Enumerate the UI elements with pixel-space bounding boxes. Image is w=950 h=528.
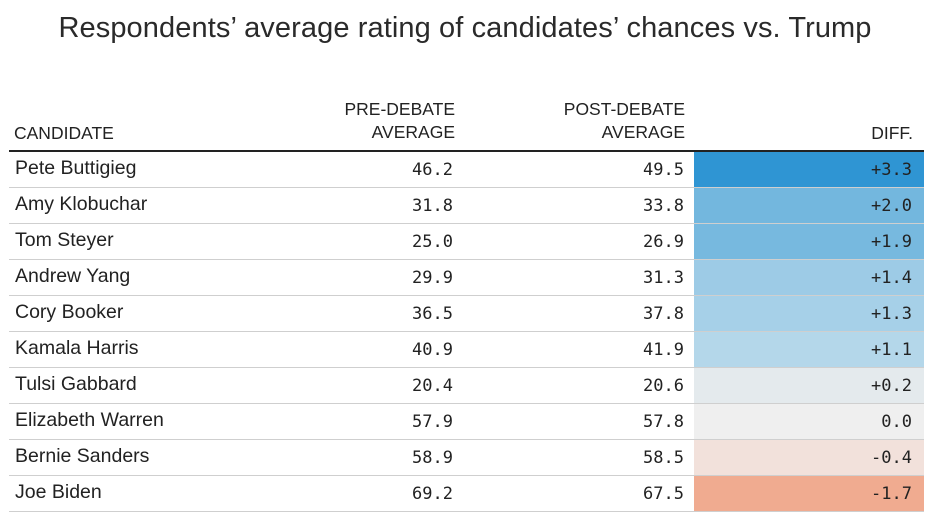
header-pre-debate-line2: AVERAGE [371, 122, 455, 142]
diff-cell: -0.4 [694, 440, 924, 475]
candidate-name: Kamala Harris [15, 337, 139, 359]
pre-debate-value: 20.4 [412, 376, 453, 396]
pre-debate-value: 40.9 [412, 340, 453, 360]
diff-value: +1.3 [871, 304, 912, 324]
diff-value: +0.2 [871, 376, 912, 396]
diff-value: +3.3 [871, 160, 912, 180]
candidate-name: Tulsi Gabbard [15, 373, 137, 395]
pre-debate-value: 58.9 [412, 448, 453, 468]
header-pre-debate-line1: PRE-DEBATE [344, 99, 455, 119]
table-row: Amy Klobuchar 31.8 33.8 +2.0 [9, 188, 924, 224]
table-row: Joe Biden 69.2 67.5 -1.7 [9, 476, 924, 512]
diff-cell: +0.2 [694, 368, 924, 403]
candidate-name: Cory Booker [15, 301, 124, 323]
candidate-name: Joe Biden [15, 481, 102, 503]
header-pre-debate: PRE-DEBATE AVERAGE [300, 98, 455, 144]
table-row: Tulsi Gabbard 20.4 20.6 +0.2 [9, 368, 924, 404]
diff-value: -1.7 [871, 484, 912, 504]
header-post-debate-line1: POST-DEBATE [563, 99, 685, 119]
header-candidate: CANDIDATE [14, 123, 114, 143]
post-debate-value: 37.8 [643, 304, 684, 324]
pre-debate-value: 31.8 [412, 196, 453, 216]
candidate-name: Bernie Sanders [15, 445, 150, 467]
candidate-name: Tom Steyer [15, 229, 114, 251]
diff-value: +2.0 [871, 196, 912, 216]
diff-cell: +3.3 [694, 152, 924, 187]
table-body: Pete Buttigieg 46.2 49.5 +3.3 Amy Klobuchar 3… [9, 152, 924, 512]
post-debate-value: 67.5 [643, 484, 684, 504]
header-diff: DIFF. [871, 123, 913, 143]
post-debate-value: 49.5 [643, 160, 684, 180]
diff-cell: 0.0 [694, 404, 924, 439]
post-debate-value: 41.9 [643, 340, 684, 360]
candidate-name: Andrew Yang [15, 265, 131, 287]
diff-value: +1.4 [871, 268, 912, 288]
candidate-name: Amy Klobuchar [15, 193, 148, 215]
post-debate-value: 57.8 [643, 412, 684, 432]
pre-debate-value: 69.2 [412, 484, 453, 504]
diff-cell: -1.7 [694, 476, 924, 511]
diff-cell: +1.1 [694, 332, 924, 367]
table-row: Kamala Harris 40.9 41.9 +1.1 [9, 332, 924, 368]
pre-debate-value: 25.0 [412, 232, 453, 252]
diff-value: 0.0 [881, 412, 912, 432]
candidate-name: Elizabeth Warren [15, 409, 164, 431]
diff-cell: +1.3 [694, 296, 924, 331]
diff-cell: +1.9 [694, 224, 924, 259]
table-row: Elizabeth Warren 57.9 57.8 0.0 [9, 404, 924, 440]
diff-value: +1.9 [871, 232, 912, 252]
pre-debate-value: 57.9 [412, 412, 453, 432]
diff-cell: +2.0 [694, 188, 924, 223]
diff-value: +1.1 [871, 340, 912, 360]
post-debate-value: 58.5 [643, 448, 684, 468]
table-row: Pete Buttigieg 46.2 49.5 +3.3 [9, 152, 924, 188]
chart-title: Respondents’ average rating of candidate… [58, 12, 872, 44]
post-debate-value: 31.3 [643, 268, 684, 288]
post-debate-value: 33.8 [643, 196, 684, 216]
header-rule [9, 150, 924, 152]
post-debate-value: 26.9 [643, 232, 684, 252]
pre-debate-value: 36.5 [412, 304, 453, 324]
table-row: Cory Booker 36.5 37.8 +1.3 [9, 296, 924, 332]
pre-debate-value: 29.9 [412, 268, 453, 288]
diff-cell: +1.4 [694, 260, 924, 295]
header-post-debate-line2: AVERAGE [601, 122, 685, 142]
candidate-name: Pete Buttigieg [15, 157, 137, 179]
table-row: Andrew Yang 29.9 31.3 +1.4 [9, 260, 924, 296]
table-row: Tom Steyer 25.0 26.9 +1.9 [9, 224, 924, 260]
diff-value: -0.4 [871, 448, 912, 468]
post-debate-value: 20.6 [643, 376, 684, 396]
table-row: Bernie Sanders 58.9 58.5 -0.4 [9, 440, 924, 476]
header-post-debate: POST-DEBATE AVERAGE [530, 98, 685, 144]
pre-debate-value: 46.2 [412, 160, 453, 180]
